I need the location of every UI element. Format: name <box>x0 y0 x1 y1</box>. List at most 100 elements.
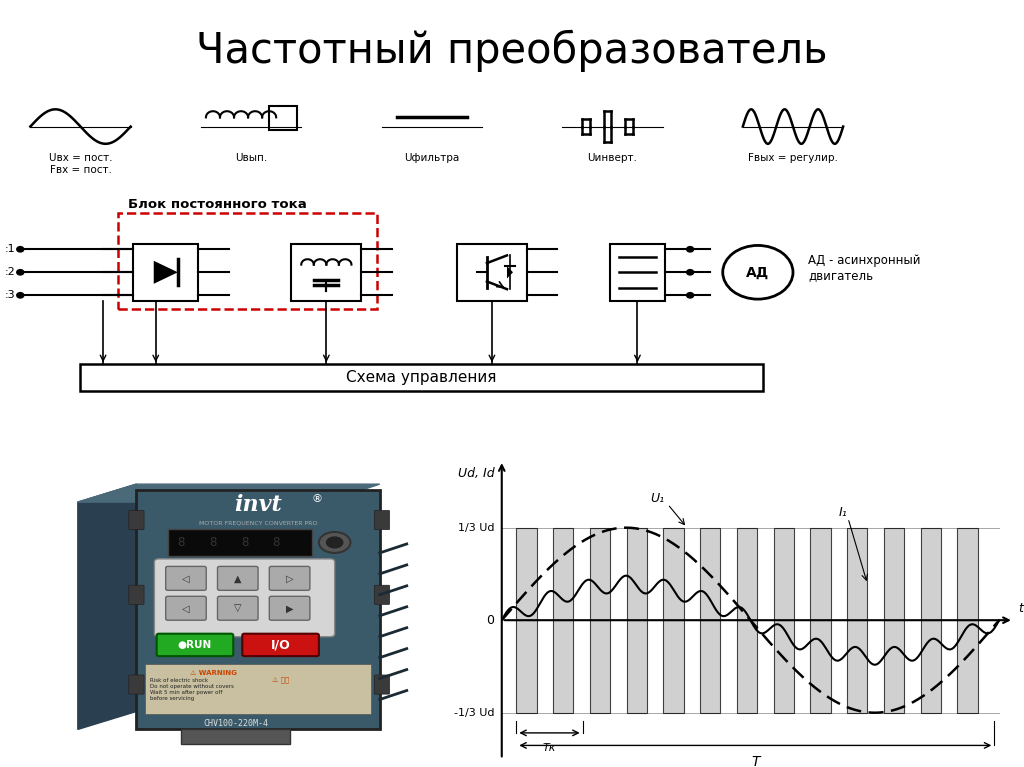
Text: ▷: ▷ <box>286 574 293 584</box>
Text: ●RUN: ●RUN <box>178 640 212 650</box>
FancyBboxPatch shape <box>375 585 389 604</box>
Bar <box>133 244 199 301</box>
FancyBboxPatch shape <box>375 511 389 529</box>
Bar <box>168 529 312 556</box>
Bar <box>774 621 794 713</box>
Text: Risk of electric shock: Risk of electric shock <box>150 677 208 683</box>
Text: 8: 8 <box>178 536 185 549</box>
Bar <box>921 528 941 621</box>
Bar <box>610 244 665 301</box>
Text: ®: ® <box>311 494 323 504</box>
Bar <box>921 621 941 713</box>
Circle shape <box>687 269 693 275</box>
Circle shape <box>318 532 350 553</box>
Bar <box>145 663 371 715</box>
Bar <box>774 528 794 621</box>
Text: АД - асинхронный
двигатель: АД - асинхронный двигатель <box>808 255 921 282</box>
Bar <box>737 621 757 713</box>
Text: ▲: ▲ <box>234 574 242 584</box>
Bar <box>810 528 830 621</box>
Text: Блок постоянного тока: Блок постоянного тока <box>128 198 307 211</box>
Text: ▶: ▶ <box>286 604 293 614</box>
Text: Do not operate without covers: Do not operate without covers <box>150 683 233 689</box>
Bar <box>457 244 527 301</box>
FancyBboxPatch shape <box>375 675 389 694</box>
FancyBboxPatch shape <box>136 490 380 729</box>
Text: Wait 5 min after power off: Wait 5 min after power off <box>150 690 222 695</box>
Text: АД: АД <box>746 265 769 279</box>
Text: 8: 8 <box>241 536 248 549</box>
Text: Tк: Tк <box>543 742 556 752</box>
Circle shape <box>327 537 343 548</box>
Text: U₁: U₁ <box>650 492 665 505</box>
Text: Uвып.: Uвып. <box>234 153 267 163</box>
Bar <box>627 621 647 713</box>
Bar <box>884 621 904 713</box>
Circle shape <box>687 247 693 252</box>
Bar <box>957 621 978 713</box>
Bar <box>118 212 377 308</box>
FancyBboxPatch shape <box>129 675 144 694</box>
Text: MOTOR FREQUENCY CONVERTER PRO: MOTOR FREQUENCY CONVERTER PRO <box>199 521 317 525</box>
Text: ⚠ 警告: ⚠ 警告 <box>271 676 289 683</box>
Text: -1/3 Ud: -1/3 Ud <box>454 708 495 718</box>
Text: t: t <box>1019 601 1024 614</box>
Bar <box>847 528 867 621</box>
FancyBboxPatch shape <box>217 566 258 591</box>
Text: Ud, Id: Ud, Id <box>458 467 495 480</box>
Text: Uинверт.: Uинверт. <box>588 153 637 163</box>
Text: :2: :2 <box>4 267 15 278</box>
Bar <box>664 621 684 713</box>
FancyBboxPatch shape <box>157 634 233 656</box>
Bar <box>664 528 684 621</box>
Text: before servicing: before servicing <box>150 696 195 700</box>
FancyBboxPatch shape <box>129 511 144 529</box>
Text: CHV100-220M-4: CHV100-220M-4 <box>203 719 268 728</box>
Text: T: T <box>751 755 760 767</box>
FancyBboxPatch shape <box>243 634 318 656</box>
Text: Fвых = регулир.: Fвых = регулир. <box>749 153 838 163</box>
Text: :1: :1 <box>5 244 15 255</box>
Bar <box>81 364 763 391</box>
Text: ◁: ◁ <box>182 604 189 614</box>
Bar <box>810 621 830 713</box>
Text: 0: 0 <box>486 614 495 627</box>
FancyBboxPatch shape <box>217 596 258 621</box>
FancyBboxPatch shape <box>166 596 206 621</box>
Circle shape <box>16 269 24 275</box>
Bar <box>700 621 721 713</box>
Text: Схема управления: Схема управления <box>346 370 497 385</box>
Bar <box>516 621 537 713</box>
Text: Uфильтра: Uфильтра <box>404 153 460 163</box>
Bar <box>291 244 361 301</box>
Text: ◁: ◁ <box>182 574 189 584</box>
Circle shape <box>16 292 24 298</box>
Bar <box>553 621 573 713</box>
Bar <box>269 106 297 130</box>
Text: 8: 8 <box>209 536 217 549</box>
Polygon shape <box>78 484 380 502</box>
Text: I₁: I₁ <box>839 506 848 518</box>
Bar <box>700 528 721 621</box>
FancyBboxPatch shape <box>155 559 335 637</box>
Circle shape <box>723 245 793 299</box>
Text: ▽: ▽ <box>234 604 242 614</box>
Circle shape <box>16 247 24 252</box>
FancyBboxPatch shape <box>166 566 206 591</box>
Text: ⚠ WARNING: ⚠ WARNING <box>190 670 238 676</box>
Polygon shape <box>78 484 136 729</box>
Bar <box>884 528 904 621</box>
Bar <box>957 528 978 621</box>
Bar <box>737 528 757 621</box>
Text: :3: :3 <box>5 290 15 301</box>
Polygon shape <box>154 261 178 284</box>
Text: 1/3 Ud: 1/3 Ud <box>458 522 495 532</box>
Bar <box>553 528 573 621</box>
Bar <box>181 729 290 744</box>
Bar <box>516 528 537 621</box>
FancyBboxPatch shape <box>129 585 144 604</box>
Polygon shape <box>507 266 513 278</box>
Text: invt: invt <box>234 494 282 516</box>
Bar <box>590 621 610 713</box>
Text: Uвх = пост.
Fвх = пост.: Uвх = пост. Fвх = пост. <box>49 153 113 175</box>
